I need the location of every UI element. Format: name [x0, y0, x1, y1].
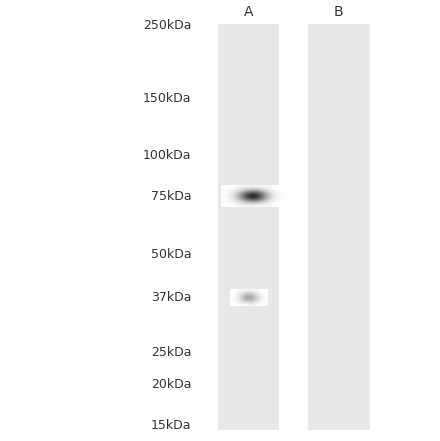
Text: 50kDa: 50kDa	[151, 248, 191, 261]
Text: A: A	[244, 5, 253, 19]
Text: 150kDa: 150kDa	[143, 92, 191, 105]
Text: 20kDa: 20kDa	[151, 378, 191, 391]
Bar	[308, 24, 370, 430]
Text: 37kDa: 37kDa	[151, 291, 191, 304]
Text: 25kDa: 25kDa	[151, 347, 191, 359]
Text: B: B	[334, 5, 344, 19]
Text: 100kDa: 100kDa	[143, 149, 191, 162]
Bar	[218, 24, 279, 430]
Text: 250kDa: 250kDa	[143, 19, 191, 32]
Text: 15kDa: 15kDa	[151, 419, 191, 432]
Text: 75kDa: 75kDa	[151, 190, 191, 203]
